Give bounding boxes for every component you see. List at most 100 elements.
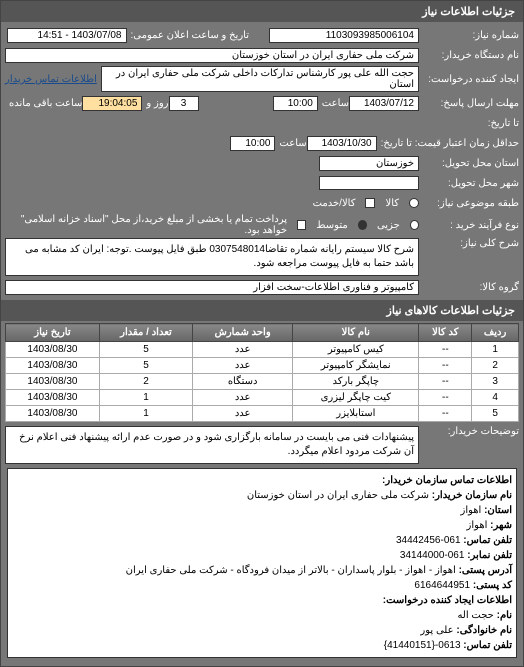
table-cell: 5 [99,358,192,374]
table-cell: 1 [99,406,192,422]
process-note: پرداخت تمام یا بخشی از مبلغ خرید،از محل … [5,214,287,236]
importance-radios: کالا کالا/خدمت [313,198,419,209]
cphone-value: 061-34442456 [396,535,461,546]
cfax-value: 061-34144000 [400,550,465,561]
deadline-date: 1403/07/12 [349,96,419,111]
process-opt-1: متوسط [316,220,347,231]
validity-date: 1403/10/30 [307,136,377,151]
panel-body: شماره نیاز: 1103093985006104 تاریخ و ساع… [1,22,523,666]
cprovince-label: استان: [484,505,512,516]
city-value [319,176,419,190]
group-label: گروه کالا: [419,282,519,293]
ccity-value: اهواز [467,520,488,531]
announce-label: تاریخ و ساعت اعلان عمومی: [127,30,250,41]
checkbox-icon[interactable] [365,198,375,208]
col-2: نام کالا [293,324,419,342]
days-label: روز و [142,98,168,109]
table-cell: چاپگر بارکد [293,374,419,390]
table-row: 2--نمایشگر کامپیوترعدد51403/08/30 [6,358,519,374]
validity-label: حداقل زمان اعتبار قیمت: تا تاریخ: [377,138,519,149]
panel-title: جزئیات اطلاعات نیاز [1,1,523,22]
table-cell: عدد [193,358,293,374]
importance-opt-0: کالا [385,198,399,209]
table-cell: -- [419,342,472,358]
table-cell: -- [419,374,472,390]
table-cell: 1403/08/30 [6,374,100,390]
province-label: استان محل تحویل: [419,158,519,169]
buyer-device-label: نام دستگاه خریدار: [419,50,519,61]
need-number-label: شماره نیاز: [419,30,519,41]
need-number-value: 1103093985006104 [269,28,419,43]
days-value: 3 [169,96,199,111]
radio-icon[interactable] [410,220,419,230]
col-0: ردیف [472,324,519,342]
table-cell: کیت چاپگر لیزری [293,390,419,406]
ccity-label: شهر: [490,520,512,531]
ccphone-label: تلفن تماس: [463,640,512,651]
process-radios: جزیی متوسط پرداخت تمام یا بخشی از مبلغ خ… [5,214,419,236]
table-cell: استابلایزر [293,406,419,422]
notes-text: پیشنهادات فنی می بایست در سامانه بارگزار… [5,426,419,464]
table-cell: 5 [99,342,192,358]
cname-value: حجت اله [457,610,493,621]
cfax-label: تلفن نمابر: [467,550,512,561]
remain-label: ساعت باقی مانده [5,98,82,109]
desc-text: شرح کالا سیستم رایانه شماره تقاضا0307548… [5,238,419,276]
ccphone-value: 0613-{41440151} [384,640,461,651]
contact-link[interactable]: اطلاعات تماس خریدار [5,74,97,85]
org-label: نام سازمان خریدار: [432,490,512,501]
checkbox-icon[interactable] [297,220,306,230]
col-4: تعداد / مقدار [99,324,192,342]
table-cell: عدد [193,406,293,422]
table-cell: کیس کامپیوتر [293,342,419,358]
time-label-1: ساعت [318,98,349,109]
cphone-label: تلفن تماس: [463,535,512,546]
table-row: 5--استابلایزرعدد11403/08/30 [6,406,519,422]
col-3: واحد شمارش [193,324,293,342]
buyer-device-value: شرکت ملی حفاری ایران در استان خوزستان [5,48,419,63]
table-row: 4--کیت چاپگر لیزریعدد11403/08/30 [6,390,519,406]
process-label: نوع فرآیند خرید : [419,220,519,231]
time-label-2: ساعت [275,138,306,149]
table-cell: 1403/08/30 [6,406,100,422]
caddress-label: آدرس پستی: [459,565,512,576]
table-row: 1--کیس کامپیوترعدد51403/08/30 [6,342,519,358]
deadline-label: مهلت ارسال پاسخ: [419,98,519,109]
items-table: ردیف کد کالا نام کالا واحد شمارش تعداد /… [5,323,519,422]
table-cell: عدد [193,390,293,406]
validity-time: 10:00 [230,136,275,151]
details-panel: جزئیات اطلاعات نیاز شماره نیاز: 11030939… [0,0,524,667]
announce-value: 1403/07/08 - 14:51 [7,28,127,43]
province-value: خوزستان [319,156,419,171]
table-cell: نمایشگر کامپیوتر [293,358,419,374]
coffice-value: 6164644951 [414,580,470,591]
table-cell: 1 [99,390,192,406]
table-cell: 4 [472,390,519,406]
caddress-value: اهواز - اهواز - بلوار پاسداران - بالاتر … [126,565,456,576]
creator-label: ایجاد کننده درخواست: [419,74,519,85]
org-value: شرکت ملی حفاری ایران در استان خوزستان [247,490,429,501]
col-5: تاریخ نیاز [6,324,100,342]
table-cell: -- [419,390,472,406]
table-cell: 2 [99,374,192,390]
table-cell: -- [419,358,472,374]
coffice-label: کد پستی: [473,580,512,591]
contact-title: اطلاعات تماس سازمان خریدار: [382,475,512,486]
deadline-time: 10:00 [273,96,318,111]
table-cell: عدد [193,342,293,358]
creator-title: اطلاعات ایجاد کننده درخواست: [383,595,512,606]
radio-icon[interactable] [409,198,419,208]
importance-label: طبقه موضوعی نیاز: [419,198,519,209]
notes-label: توضیحات خریدار: [419,426,519,437]
table-cell: 1 [472,342,519,358]
table-cell: 1403/08/30 [6,358,100,374]
process-opt-0: جزیی [377,220,400,231]
remain-value: 19:04:05 [82,96,142,111]
clname-label: نام خانوادگی: [456,625,512,636]
until-label: تا تاریخ: [419,118,519,129]
table-cell: 2 [472,358,519,374]
cprovince-value: اهواز [460,505,481,516]
contact-block: اطلاعات تماس سازمان خریدار: نام سازمان خ… [7,468,517,658]
col-1: کد کالا [419,324,472,342]
radio-icon-selected[interactable] [358,220,367,230]
